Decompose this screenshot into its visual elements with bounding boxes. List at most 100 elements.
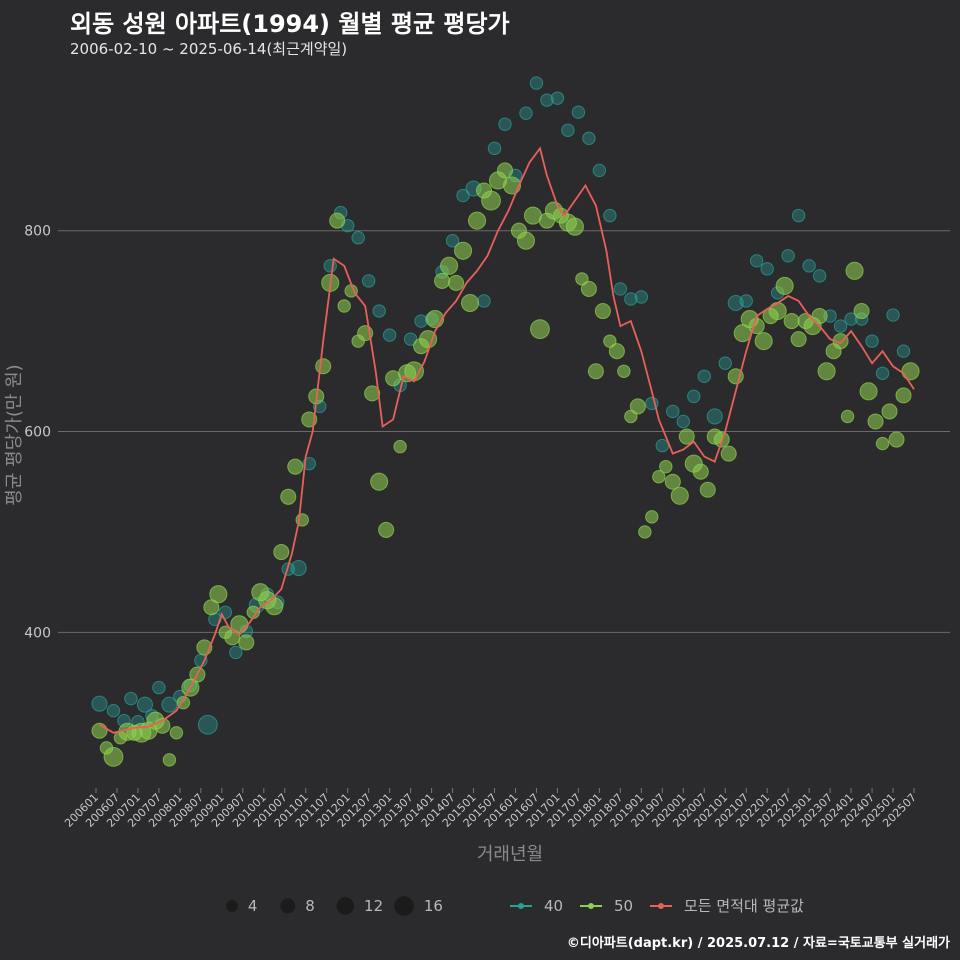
scatter-point-40 <box>802 259 816 273</box>
scatter-point-40 <box>676 414 690 429</box>
scatter-point-50 <box>162 753 177 767</box>
scatter-point-40 <box>865 334 879 348</box>
scatter-point-50 <box>720 445 737 462</box>
size-legend-label: 4 <box>248 897 258 915</box>
scatter-point-50 <box>811 308 828 325</box>
scatter-point-40 <box>323 259 337 273</box>
scatter-point-40 <box>582 131 596 146</box>
scatter-point-40 <box>886 308 900 322</box>
scatter-point-50 <box>440 256 459 275</box>
size-legend-marker <box>280 898 296 914</box>
scatter-point-40 <box>487 141 502 156</box>
scatter-point-50 <box>775 276 794 295</box>
scatter-point-50 <box>629 398 646 415</box>
scatter-point-40 <box>561 123 575 137</box>
scatter-point-50 <box>692 463 709 480</box>
scatter-point-50 <box>448 274 465 291</box>
scatter-point-40 <box>613 282 628 296</box>
scatter-point-40 <box>124 691 138 706</box>
scatter-point-50 <box>434 272 451 289</box>
scatter-point-50 <box>754 332 773 351</box>
scatter-point-50 <box>315 358 332 375</box>
scatter-point-50 <box>881 403 898 420</box>
scatter-point-50 <box>664 473 681 490</box>
scatter-point-40 <box>875 366 890 380</box>
scatter-point-40 <box>697 369 711 383</box>
scatter-point-40 <box>456 188 470 203</box>
scatter-point-50 <box>608 343 625 360</box>
scatter-point-50 <box>337 299 351 313</box>
scatter-point-50 <box>652 470 666 484</box>
scatter-point-40 <box>382 328 397 342</box>
legend: 4 8 12 16 40 50 모든 면적대 평균값 <box>226 896 804 916</box>
scatter-point-40 <box>760 262 774 276</box>
scatter-point-50 <box>419 330 438 349</box>
scatter-point-40 <box>624 292 638 306</box>
scatter-point-40 <box>540 93 554 107</box>
scatter-point-50 <box>273 543 290 561</box>
scatter-point-50 <box>364 385 381 402</box>
scatter-point-40 <box>706 408 723 425</box>
scatter-point-40 <box>361 274 376 288</box>
scatter-point-50 <box>265 597 284 616</box>
grid-layer <box>58 230 950 633</box>
scatter-point-50 <box>565 217 584 236</box>
scatter-point-40 <box>727 294 744 312</box>
average-line-layer <box>99 146 915 734</box>
scatter-point-50 <box>645 510 659 524</box>
x-axis-title: 거래년월 <box>477 844 543 865</box>
scatter-point-50 <box>617 364 631 378</box>
scatter-point-50 <box>209 585 228 604</box>
scatter-point-40 <box>498 117 512 131</box>
scatter-point-40 <box>833 319 848 333</box>
scatter-point-40 <box>351 231 365 245</box>
scatter-point-40 <box>372 304 386 318</box>
scatter-point-40 <box>445 234 460 248</box>
scatter-point-50 <box>699 481 716 498</box>
scatter-point-50 <box>817 362 836 381</box>
y-axis-title: 평균 평당가(만 원) <box>4 364 25 505</box>
scatter-point-40 <box>718 356 732 370</box>
scatter-point-50 <box>859 382 878 401</box>
scatter-point-50 <box>280 488 297 505</box>
size-legend-label: 12 <box>364 897 383 915</box>
legend-label-area_50: 50 <box>614 897 633 915</box>
legend-label-average: 모든 면적대 평균값 <box>684 897 804 915</box>
size-legend-marker <box>394 896 414 916</box>
scatter-point-50 <box>875 436 890 451</box>
scatter-point-40 <box>739 294 753 308</box>
scatter-point-50 <box>901 362 920 381</box>
scatter-point-40 <box>791 208 806 223</box>
scatter-point-50 <box>454 241 473 260</box>
scatter-point-40 <box>290 560 307 577</box>
scatter-point-50 <box>287 458 304 475</box>
source-credit: ©디아파트(dapt.kr) / 2025.07.12 / 자료=국토교통부 실… <box>566 936 950 951</box>
scatter-point-40 <box>655 438 670 453</box>
scatter-point-50 <box>393 439 407 454</box>
scatter-point-40 <box>152 680 166 695</box>
legend-swatch-dot <box>658 903 664 909</box>
size-legend-marker <box>226 900 238 912</box>
scatter-point-50 <box>768 301 787 321</box>
scatter-point-50 <box>523 206 543 225</box>
scatter-point-40 <box>136 696 153 713</box>
scatter-point-50 <box>370 472 389 491</box>
scatter-point-40 <box>781 249 795 263</box>
y-tick-label: 600 <box>24 425 51 441</box>
scatter-point-50 <box>461 293 480 313</box>
scatter-point-50 <box>670 486 689 505</box>
scatter-point-50 <box>783 313 800 330</box>
scatter-point-50 <box>169 726 184 740</box>
scatter-point-40 <box>106 703 121 718</box>
scatter-point-50 <box>481 190 501 211</box>
scatter-point-50 <box>678 428 695 445</box>
scatter-point-40 <box>812 269 827 283</box>
scatter-point-50 <box>867 413 884 430</box>
scatter-point-40 <box>519 106 533 120</box>
scatter-point-50 <box>659 459 673 474</box>
scatter-point-50 <box>853 302 870 320</box>
scatter-point-40 <box>571 105 586 119</box>
scatter-point-50 <box>496 162 514 179</box>
scatter-point-50 <box>888 431 905 448</box>
